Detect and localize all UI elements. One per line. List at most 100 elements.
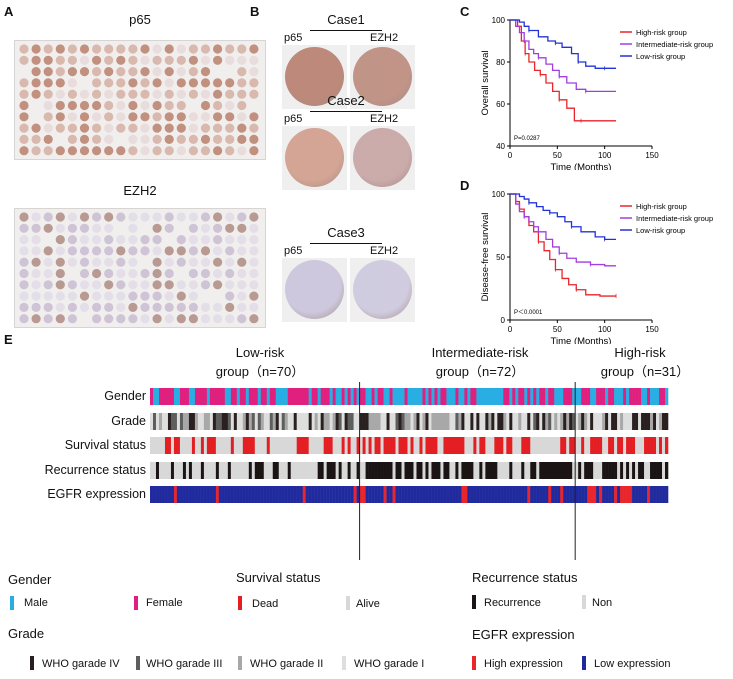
tma-core xyxy=(55,235,65,245)
tma-core xyxy=(116,55,126,65)
recurrence-cell xyxy=(521,462,525,479)
gender-cell xyxy=(422,388,426,405)
recurrence-cell xyxy=(224,462,229,479)
grade-cell xyxy=(176,413,181,430)
tma-core xyxy=(67,223,77,233)
grade-cell xyxy=(200,413,205,430)
x-tick-label: 150 xyxy=(645,151,659,160)
tma-core xyxy=(237,280,247,290)
grade-cell xyxy=(269,413,274,430)
tma-core xyxy=(200,280,211,290)
egfr-cell xyxy=(575,486,579,503)
egfr-cell xyxy=(503,486,507,503)
tma-core xyxy=(152,302,162,312)
tma-core xyxy=(200,112,211,122)
tma-core xyxy=(55,44,65,54)
grade-cell xyxy=(359,413,363,430)
tma-core xyxy=(213,134,223,144)
egfr-cell xyxy=(221,486,226,503)
tma-core xyxy=(92,302,102,312)
case-right-label: EZH2 xyxy=(370,32,399,44)
recurrence-cell xyxy=(371,462,375,479)
disease-free-survival-chart: 0 50 100 150 0 50 100 Time (Months) Disease-free… xyxy=(480,190,713,344)
survival-cell xyxy=(515,437,519,454)
km-curve-1 xyxy=(510,19,617,93)
gender-cell xyxy=(431,388,435,405)
tma-core xyxy=(128,112,138,122)
gender-cell xyxy=(635,388,639,405)
tma-core xyxy=(116,291,126,301)
survival-cell xyxy=(269,437,274,454)
survival-cell xyxy=(350,437,354,454)
egfr-cell xyxy=(254,486,259,503)
tma-core xyxy=(237,100,247,111)
survival-cell xyxy=(287,437,292,454)
tma-core xyxy=(31,235,41,245)
tma-core xyxy=(92,123,102,133)
egfr-cell xyxy=(260,486,265,503)
panel-label-e: E xyxy=(4,332,13,347)
egfr-cell xyxy=(380,486,384,503)
gender-cell xyxy=(389,388,393,405)
survival-cell xyxy=(275,437,280,454)
tma-core xyxy=(152,78,162,88)
tma-core xyxy=(31,123,41,133)
tma-core xyxy=(116,212,126,222)
gender-cell xyxy=(611,388,615,405)
case-left-label: p65 xyxy=(284,113,303,125)
tma-core xyxy=(128,314,138,324)
legend-egfr-low: Low expression xyxy=(594,658,671,670)
tma-core xyxy=(55,223,65,233)
tma-core xyxy=(200,268,211,279)
survival-cell xyxy=(311,437,315,454)
tma-core xyxy=(19,246,29,256)
x-tick-label: 100 xyxy=(598,325,612,334)
egfr-cell xyxy=(368,486,372,503)
tma-core xyxy=(164,223,174,233)
recurrence-cell xyxy=(524,462,528,479)
grade-cell xyxy=(365,413,369,430)
gender-cell xyxy=(404,388,408,405)
tma-core xyxy=(104,223,114,233)
egfr-cell xyxy=(150,486,154,503)
grade-cell xyxy=(452,413,456,430)
legend-male: Male xyxy=(24,597,48,609)
gender-cell xyxy=(653,388,657,405)
legend-recurrence: Recurrence xyxy=(484,597,541,609)
survival-cell xyxy=(410,437,414,454)
grade-cell xyxy=(611,413,615,430)
tma-core xyxy=(79,268,90,279)
survival-cell xyxy=(617,437,621,454)
recurrence-cell xyxy=(344,462,348,479)
tma-core xyxy=(19,55,29,65)
recurrence-cell xyxy=(215,462,220,479)
gender-cell xyxy=(539,388,543,405)
recurrence-cell xyxy=(476,462,480,479)
grade-cell xyxy=(206,413,211,430)
grade-cell xyxy=(413,413,417,430)
survival-cell xyxy=(452,437,456,454)
x-tick-label: 0 xyxy=(508,325,513,334)
gender-cell xyxy=(242,388,247,405)
tma-core xyxy=(152,89,162,99)
egfr-cell xyxy=(179,486,184,503)
gender-cell xyxy=(150,388,154,405)
recurrence-cell xyxy=(479,462,483,479)
tma-core xyxy=(225,280,235,290)
gender-cell xyxy=(395,388,399,405)
egfr-cell xyxy=(356,486,360,503)
recurrence-cell xyxy=(551,462,555,479)
survival-cell xyxy=(236,437,241,454)
egfr-cell xyxy=(275,486,280,503)
survival-cell xyxy=(641,437,645,454)
grade-cell xyxy=(278,413,283,430)
gender-cell xyxy=(650,388,654,405)
survival-cell xyxy=(395,437,399,454)
survival-cell xyxy=(377,437,381,454)
recurrence-cell xyxy=(152,462,157,479)
egfr-cell xyxy=(200,486,205,503)
tma-core xyxy=(104,134,114,144)
tma-core xyxy=(43,314,53,324)
grade-cell xyxy=(629,413,633,430)
grade-cell xyxy=(296,413,301,430)
